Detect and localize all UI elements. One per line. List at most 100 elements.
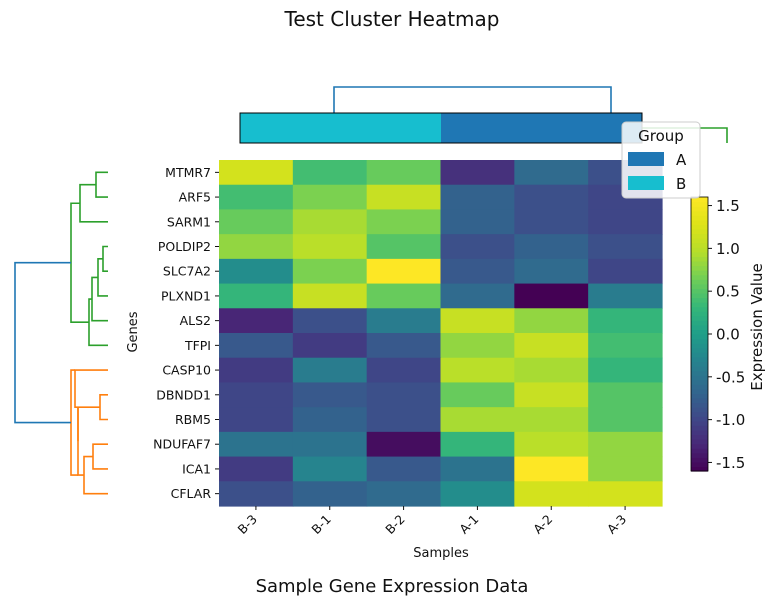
group-color-cell [374, 113, 442, 143]
row-label: TFPI [184, 338, 211, 353]
heatmap-cell [366, 160, 442, 186]
heatmap-cell [514, 407, 589, 433]
heatmap-cell [219, 357, 294, 384]
heatmap-cell [514, 431, 589, 458]
colorbar-segment [691, 283, 708, 289]
heatmap-cell [588, 333, 663, 359]
heatmap-cell [219, 308, 294, 334]
heatmap-cell [588, 209, 663, 235]
column-label: B-3 [235, 512, 260, 537]
colorbar-segment [691, 315, 708, 321]
colorbar-segment [691, 407, 708, 413]
heatmap-cell [440, 209, 515, 235]
colorbar-segment [691, 434, 708, 440]
legend-label: A [676, 151, 687, 169]
heatmap-cell [440, 333, 515, 359]
colorbar-segment [691, 393, 708, 399]
colorbar-segment [691, 297, 708, 303]
heatmap-cell [366, 308, 442, 334]
row-label: ARF5 [179, 190, 211, 205]
column-label: B-2 [382, 512, 407, 537]
row-label: SARM1 [167, 214, 211, 229]
row-label: POLDIP2 [158, 239, 211, 254]
dendrogram-link [102, 245, 108, 273]
column-label: A-2 [530, 512, 555, 537]
colorbar-segment [691, 206, 708, 212]
heatmap-cell [440, 407, 515, 433]
legend-label: B [676, 175, 686, 193]
heatmap-cell [514, 184, 589, 211]
colorbar-segment [691, 233, 708, 239]
heatmap-cell [292, 456, 368, 482]
row-label: PLXND1 [161, 288, 211, 303]
heatmap-cell [366, 283, 442, 309]
colorbar-segment [691, 201, 708, 207]
heatmap-cells [219, 160, 663, 507]
group-color-cell [240, 113, 308, 143]
heatmap-cell [292, 160, 368, 186]
heatmap-cell [292, 481, 368, 507]
heatmap-cell [440, 357, 515, 384]
colorbar-tick-label: -1.0 [716, 411, 745, 429]
heatmap-cell [514, 481, 589, 507]
colorbar-segment [691, 461, 708, 468]
colorbar-segment [691, 265, 708, 271]
heatmap-cell [588, 357, 663, 384]
heatmap-cell [588, 407, 663, 433]
heatmap-cell [219, 456, 294, 482]
row-label: CFLAR [171, 486, 212, 501]
colorbar-segment [691, 420, 708, 426]
colorbar-segment [691, 247, 708, 253]
dendrogram-link [74, 369, 108, 408]
heatmap-cell [366, 431, 442, 458]
heatmap-cell [219, 407, 294, 433]
heatmap-cell [219, 431, 294, 458]
colorbar-segment [691, 416, 708, 422]
colorbar-segment [691, 210, 708, 216]
column-labels: B-3 B-1 B-2 A-1 A-2 A-3 [235, 506, 629, 537]
colorbar-segment [691, 306, 708, 312]
dendrogram-link [79, 183, 108, 223]
heatmap-cell [366, 209, 442, 235]
colorbar-segment [691, 215, 708, 221]
heatmap-cell [366, 184, 442, 211]
colorbar-segment [691, 443, 708, 449]
dendrogram-link [83, 455, 108, 495]
colorbar-segment [691, 238, 708, 244]
group-color-cell [307, 113, 375, 143]
heatmap-cell [219, 283, 294, 309]
colorbar-segment [691, 320, 708, 326]
colorbar-segment [691, 352, 708, 358]
heatmap-cell [588, 234, 663, 260]
heatmap-cell [514, 258, 589, 285]
row-label: RBM5 [175, 412, 211, 427]
colorbar-segment [691, 343, 708, 349]
heatmap-cell [292, 382, 368, 408]
heatmap-cell [366, 456, 442, 482]
colorbar-segment [691, 361, 708, 367]
dendrogram-link [14, 261, 71, 424]
heatmap-cell [292, 407, 368, 433]
row-label: ICA1 [182, 461, 211, 476]
colorbar-segment [691, 242, 708, 248]
heatmap-cell [588, 258, 663, 285]
legend-swatch [628, 176, 664, 190]
heatmap-cell [292, 431, 368, 458]
heatmap-cell [440, 258, 515, 285]
colorbar-segment [691, 388, 708, 394]
row-labels: MTMR7 ARF5 SARM1 POLDIP2 SLC7A2 PLXND1 ALS2 TFP… [153, 165, 219, 501]
dendrogram-link [99, 393, 108, 421]
colorbar-segment [691, 311, 708, 317]
dendrogram-link [95, 171, 108, 198]
heatmap-cell [219, 258, 294, 285]
colorbar-segment [691, 302, 708, 308]
colorbar-tick-label: 1.0 [716, 240, 740, 258]
heatmap-cell [588, 456, 663, 482]
heatmap-cell [292, 333, 368, 359]
colorbar-segment [691, 425, 708, 431]
heatmap-cell [514, 382, 589, 408]
row-label: ALS2 [180, 313, 211, 328]
colorbar-tick-label: 1.5 [716, 197, 740, 215]
colorbar-segment [691, 384, 708, 390]
